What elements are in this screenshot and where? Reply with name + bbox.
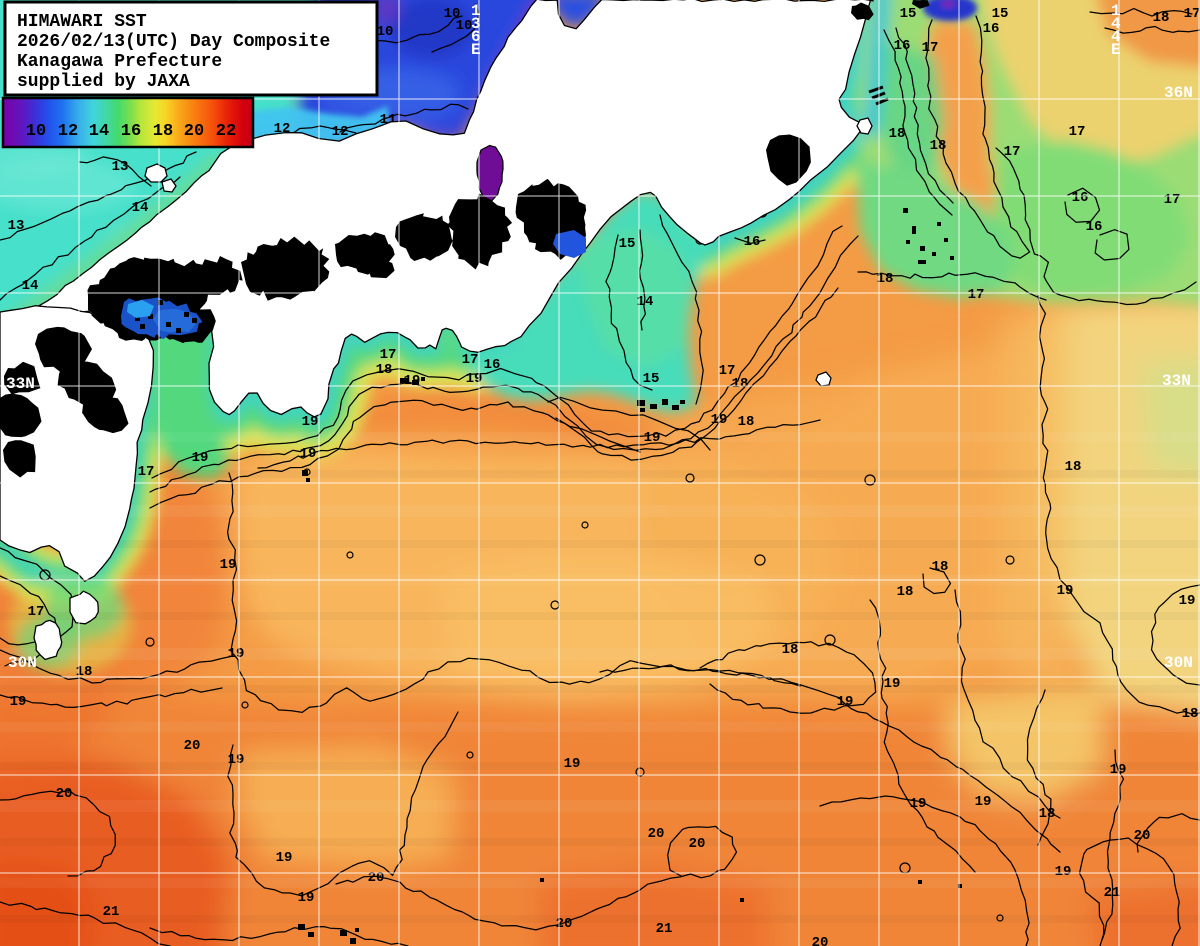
svg-text:14: 14 [89,122,109,141]
svg-text:20: 20 [184,738,201,754]
svg-text:20: 20 [184,122,204,141]
svg-text:17: 17 [968,287,985,303]
svg-text:10: 10 [444,6,461,22]
svg-text:18: 18 [889,126,906,142]
svg-text:17: 17 [922,40,939,56]
svg-text:14: 14 [637,294,654,310]
svg-text:18: 18 [932,559,949,575]
svg-text:19: 19 [1057,583,1074,599]
svg-text:20: 20 [56,786,73,802]
svg-text:30N: 30N [8,654,37,672]
svg-text:20: 20 [689,836,706,852]
svg-text:19: 19 [220,557,237,573]
svg-text:17: 17 [719,363,736,379]
svg-text:17: 17 [1184,6,1200,22]
svg-text:19: 19 [1110,762,1127,778]
svg-text:10: 10 [377,24,394,40]
svg-text:supplied by JAXA: supplied by JAXA [17,72,190,92]
svg-text:17: 17 [138,464,155,480]
svg-text:4: 4 [1111,28,1121,46]
svg-text:16: 16 [484,357,501,373]
svg-text:30N: 30N [1164,654,1193,672]
svg-text:17: 17 [462,352,479,368]
svg-text:3: 3 [471,15,481,33]
svg-text:18: 18 [732,376,749,392]
svg-text:17: 17 [1069,124,1086,140]
svg-text:E: E [1111,41,1121,59]
svg-text:18: 18 [1039,806,1056,822]
svg-text:21: 21 [656,921,673,937]
svg-text:19: 19 [466,371,483,387]
svg-text:12: 12 [58,122,78,141]
svg-text:19: 19 [10,694,27,710]
svg-text:18: 18 [930,138,947,154]
svg-text:18: 18 [376,362,393,378]
svg-text:4: 4 [1111,15,1121,33]
svg-text:20: 20 [556,916,573,932]
svg-text:19: 19 [300,446,317,462]
svg-text:19: 19 [228,752,245,768]
svg-text:HIMAWARI SST: HIMAWARI SST [17,12,147,32]
svg-text:17: 17 [380,347,397,363]
svg-text:17: 17 [1164,192,1181,208]
svg-text:6: 6 [471,28,481,46]
svg-text:1: 1 [471,2,481,20]
svg-text:18: 18 [1065,459,1082,475]
svg-text:15: 15 [643,371,660,387]
svg-text:10: 10 [26,122,46,141]
svg-text:19: 19 [644,430,661,446]
svg-text:19: 19 [298,890,315,906]
svg-text:17: 17 [28,604,45,620]
svg-text:16: 16 [1086,219,1103,235]
svg-text:18: 18 [153,122,173,141]
svg-text:18: 18 [738,414,755,430]
svg-text:18: 18 [1182,706,1199,722]
svg-text:18: 18 [1153,10,1170,26]
svg-text:10: 10 [456,18,473,34]
svg-text:21: 21 [103,904,120,920]
svg-text:33N: 33N [1162,372,1191,390]
svg-text:14: 14 [132,200,149,216]
svg-text:19: 19 [837,694,854,710]
svg-text:18: 18 [76,664,93,680]
svg-text:2026/02/13(UTC) Day Composite: 2026/02/13(UTC) Day Composite [17,32,330,52]
svg-text:16: 16 [894,38,911,54]
svg-text:36N: 36N [1164,84,1193,102]
svg-text:E: E [471,41,481,59]
svg-text:Kanagawa Prefecture: Kanagawa Prefecture [17,52,222,72]
svg-text:20: 20 [368,870,385,886]
svg-text:19: 19 [1055,864,1072,880]
svg-text:13: 13 [8,218,25,234]
svg-text:33N: 33N [6,375,35,393]
svg-text:19: 19 [228,646,245,662]
svg-text:21: 21 [1104,885,1121,901]
svg-text:14: 14 [22,278,39,294]
svg-text:1: 1 [1111,2,1121,20]
svg-text:12: 12 [332,124,349,140]
svg-text:16: 16 [1072,190,1089,206]
svg-text:15: 15 [992,6,1009,22]
svg-text:16: 16 [121,122,141,141]
svg-text:15: 15 [619,236,636,252]
svg-text:18: 18 [782,642,799,658]
svg-text:16: 16 [983,21,1000,37]
svg-text:13: 13 [112,159,129,175]
svg-text:19: 19 [564,756,581,772]
svg-text:18: 18 [877,271,894,287]
svg-text:19: 19 [302,414,319,430]
svg-text:20: 20 [1134,828,1151,844]
svg-text:16: 16 [744,234,761,250]
svg-text:20: 20 [648,826,665,842]
svg-text:18: 18 [897,584,914,600]
svg-text:20: 20 [812,935,829,946]
svg-text:17: 17 [1004,144,1021,160]
svg-text:19: 19 [975,794,992,810]
svg-text:19: 19 [276,850,293,866]
svg-text:22: 22 [216,122,236,141]
svg-text:19: 19 [910,796,927,812]
svg-text:15: 15 [900,6,917,22]
svg-text:19: 19 [192,450,209,466]
svg-text:19: 19 [884,676,901,692]
svg-text:19: 19 [1179,593,1196,609]
